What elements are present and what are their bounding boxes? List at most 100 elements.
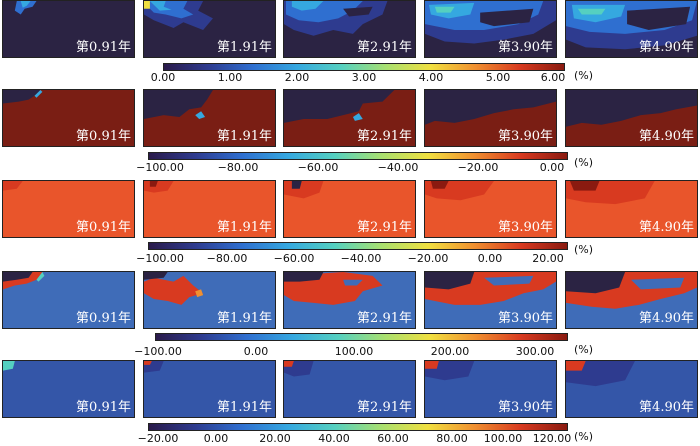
row5-panel-2-label: 第1.91年 bbox=[217, 400, 272, 415]
row2-field-3 bbox=[284, 90, 395, 123]
row5-colorbar bbox=[148, 423, 568, 431]
row5-unit: (%) bbox=[574, 430, 594, 443]
row5-field-4 bbox=[425, 361, 475, 381]
row4-unit: (%) bbox=[574, 343, 594, 356]
row2-panel-3-label: 第2.91年 bbox=[357, 129, 412, 144]
row4-panel-4: 第3.90年 bbox=[424, 271, 557, 329]
row4-field-5 bbox=[566, 272, 697, 309]
row1-field-2 bbox=[144, 1, 213, 30]
row1-panel-4-label: 第3.90年 bbox=[498, 40, 553, 55]
row2-panel-2-label: 第1.91年 bbox=[217, 129, 272, 144]
row3-panel-5: 第4.90年 bbox=[565, 180, 698, 238]
row1-tick-5: 4.00 bbox=[418, 71, 444, 84]
row3-panel-4: 第3.90年 bbox=[424, 180, 557, 238]
row3-panel-1: 第0.91年 bbox=[2, 180, 135, 238]
row1-field-5 bbox=[566, 1, 697, 50]
row4-field-1 bbox=[3, 272, 45, 290]
row5-panel-2: 第1.91年 bbox=[143, 360, 276, 418]
row5-panel-4: 第3.90年 bbox=[424, 360, 557, 418]
row4-tick-5: 300.00 bbox=[515, 345, 555, 358]
row1-tick-4: 3.00 bbox=[351, 71, 377, 84]
row1-field-3 bbox=[284, 1, 388, 36]
row3-unit: (%) bbox=[574, 243, 594, 256]
row5-field-2 bbox=[144, 361, 164, 373]
row2-panel-1: 第0.91年 bbox=[2, 89, 135, 147]
row3-tick-4: −40.00 bbox=[340, 252, 382, 265]
row4-panel-1: 第0.91年 bbox=[2, 271, 135, 329]
row1-unit: (%) bbox=[574, 69, 594, 82]
row3-field-5 bbox=[566, 181, 655, 205]
row4-panel-4-label: 第3.90年 bbox=[498, 311, 553, 326]
row3-tick-2: −80.00 bbox=[206, 252, 248, 265]
row3-panel-5-label: 第4.90年 bbox=[639, 220, 694, 235]
row2-field-4 bbox=[425, 90, 556, 125]
row1-panel-2-label: 第1.91年 bbox=[217, 40, 272, 55]
row3-panel-4-label: 第3.90年 bbox=[498, 220, 553, 235]
row2-colorbar bbox=[148, 152, 568, 160]
row4-panel-3: 第2.91年 bbox=[283, 271, 416, 329]
row1-tick-6: 5.00 bbox=[485, 71, 511, 84]
row3-panel-3-label: 第2.91年 bbox=[357, 220, 412, 235]
row2-tick-4: −40.00 bbox=[377, 161, 419, 174]
row2-tick-6: 0.00 bbox=[539, 161, 565, 174]
row3-field-4 bbox=[425, 181, 494, 201]
row2-tick-3: −60.00 bbox=[297, 161, 339, 174]
row4-tick-4: 200.00 bbox=[430, 345, 470, 358]
row1-panel-1-label: 第0.91年 bbox=[76, 40, 131, 55]
row5-tick-5: 60.00 bbox=[377, 432, 409, 445]
row4-field-3 bbox=[284, 272, 383, 305]
row5-panel-5-label: 第4.90年 bbox=[639, 400, 694, 415]
row5-tick-2: 0.00 bbox=[203, 432, 229, 445]
row1-field-4 bbox=[425, 1, 556, 44]
row5-tick-8: 120.00 bbox=[532, 432, 572, 445]
row5-tick-3: 20.00 bbox=[259, 432, 291, 445]
row1-field-1 bbox=[14, 1, 37, 15]
row1-panel-2: 第1.91年 bbox=[143, 0, 276, 58]
row1-tick-7: 6.00 bbox=[540, 71, 566, 84]
row1-panel-4: 第3.90年 bbox=[424, 0, 557, 58]
row4-field-2 bbox=[144, 272, 204, 305]
row1-panel-3: 第2.91年 bbox=[283, 0, 416, 58]
row2-panel-4: 第3.90年 bbox=[424, 89, 557, 147]
row3-panel-2: 第1.91年 bbox=[143, 180, 276, 238]
row4-tick-2: 0.00 bbox=[243, 345, 269, 358]
row5-panel-3-label: 第2.91年 bbox=[357, 400, 412, 415]
row2-panel-4-label: 第3.90年 bbox=[498, 129, 553, 144]
row2-tick-1: −100.00 bbox=[136, 161, 184, 174]
row5-panel-4-label: 第3.90年 bbox=[498, 400, 553, 415]
row1-tick-3: 2.00 bbox=[284, 71, 310, 84]
row5-field-3 bbox=[284, 361, 314, 377]
row3-tick-5: −20.00 bbox=[407, 252, 449, 265]
row1-colorbar bbox=[163, 63, 565, 71]
row3-panel-3: 第2.91年 bbox=[283, 180, 416, 238]
row4-panel-1-label: 第0.91年 bbox=[76, 311, 131, 326]
row1-panel-5: 第4.90年 bbox=[565, 0, 698, 58]
row2-field-5 bbox=[566, 90, 697, 127]
row3-panel-2-label: 第1.91年 bbox=[217, 220, 272, 235]
row1-panel-1: 第0.91年 bbox=[2, 0, 135, 58]
row3-tick-3: −60.00 bbox=[273, 252, 315, 265]
row2-tick-2: −80.00 bbox=[217, 161, 259, 174]
row2-field-1 bbox=[3, 90, 43, 104]
row4-tick-1: −100.00 bbox=[134, 345, 182, 358]
row2-field-2 bbox=[144, 90, 213, 119]
row1-tick-1: 0.00 bbox=[150, 71, 176, 84]
row3-tick-1: −100.00 bbox=[136, 252, 184, 265]
row5-panel-5: 第4.90年 bbox=[565, 360, 698, 418]
row2-tick-5: −20.00 bbox=[457, 161, 499, 174]
row5-panel-1-label: 第0.91年 bbox=[76, 400, 131, 415]
row2-panel-2: 第1.91年 bbox=[143, 89, 276, 147]
row3-colorbar bbox=[148, 242, 568, 250]
row5-tick-7: 100.00 bbox=[483, 432, 523, 445]
row2-panel-5: 第4.90年 bbox=[565, 89, 698, 147]
row5-tick-4: 40.00 bbox=[318, 432, 350, 445]
row4-panel-2-label: 第1.91年 bbox=[217, 311, 272, 326]
row2-panel-1-label: 第0.91年 bbox=[76, 129, 131, 144]
row4-panel-5: 第4.90年 bbox=[565, 271, 698, 329]
row5-tick-1: −20.00 bbox=[137, 432, 179, 445]
row4-tick-3: 100.00 bbox=[334, 345, 374, 358]
row3-field-2 bbox=[144, 181, 174, 193]
row4-panel-3-label: 第2.91年 bbox=[357, 311, 412, 326]
row3-tick-6: 0.00 bbox=[477, 252, 503, 265]
row4-field-4 bbox=[425, 272, 556, 305]
